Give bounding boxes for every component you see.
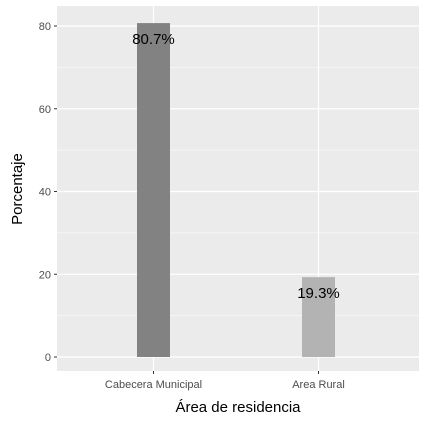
bar-cabecera-municipal [137,23,170,357]
x-tick-label: Cabecera Municipal [105,379,202,391]
y-tick-label: 80 [39,21,51,33]
x-axis-title: Área de residencia [175,399,301,416]
minor-gridlines [57,67,419,316]
data-labels: 80.7% 19.3% [132,31,340,302]
plot-panel [57,6,419,371]
bar-area-rural [302,277,335,357]
y-tick-label: 20 [39,269,51,281]
y-tick-label: 0 [45,352,51,364]
x-tick-label: Area Rural [292,379,345,391]
bars [137,23,335,357]
y-tick-label: 60 [39,104,51,116]
data-label: 19.3% [297,285,340,302]
y-axis-title: Porcentaje [9,153,26,225]
y-axis: 0 20 40 60 80 [39,21,57,364]
data-label: 80.7% [132,31,175,48]
x-axis: Cabecera Municipal Area Rural [105,371,345,391]
y-tick-label: 40 [39,187,51,199]
